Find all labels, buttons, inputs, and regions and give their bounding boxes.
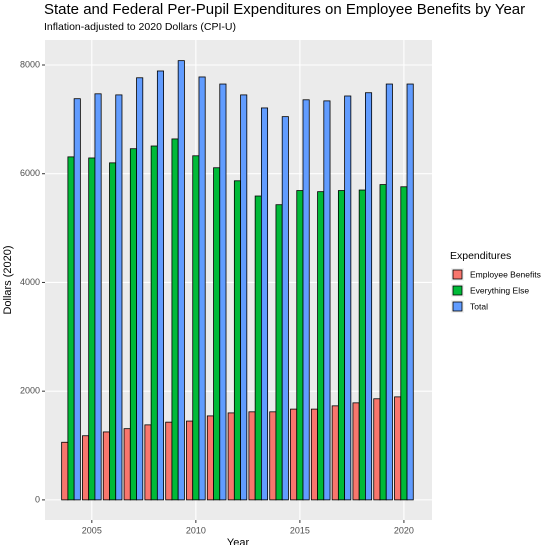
bar [269,411,277,501]
bar [260,107,269,501]
bar [94,93,102,501]
legend-label: Everything Else [470,285,529,295]
legend-swatch [452,301,463,312]
bar [344,95,352,501]
bar [248,411,256,501]
x-tick-label: 2015 [290,525,310,535]
bar [233,180,241,501]
bar [115,94,123,501]
legend-swatch [452,285,463,296]
bar [136,77,144,501]
bar [296,190,304,501]
bar [275,204,283,501]
bar [219,83,227,501]
bar [165,421,173,501]
bar [254,195,262,501]
bar [144,424,152,501]
bar [317,191,325,501]
bar [206,415,214,501]
y-tick-label: 2000 [20,386,40,396]
bar [352,402,360,501]
bar [337,190,346,501]
legend-label: Employee Benefits [470,269,541,279]
bar [123,428,131,501]
legend-title: Expenditures [450,250,511,262]
y-tick-label: 6000 [20,168,40,178]
bar [177,60,185,501]
chart-subtitle: Inflation-adjusted to 2020 Dollars (CPI-… [44,21,236,33]
bar [331,405,339,501]
chart-title: State and Federal Per-Pupil Expenditures… [44,1,525,18]
bar [186,420,194,501]
bar [358,189,366,501]
bar [82,435,90,501]
bar [323,100,331,501]
bar [192,155,200,501]
bar [302,99,310,501]
bar [406,83,414,501]
bar [394,396,402,501]
bar [240,94,248,501]
x-axis-label: Year [227,537,250,545]
y-tick-label: 0 [35,494,40,504]
legend-label: Total [470,301,488,311]
legend-swatch [452,269,463,280]
y-axis-label: Dollars (2020) [2,245,14,314]
bar [227,412,235,501]
x-tick-label: 2020 [394,525,414,535]
bar [365,92,373,501]
x-tick-label: 2010 [186,525,206,535]
bar [156,70,164,501]
bar [198,76,206,501]
bar [385,83,393,501]
bar [213,167,221,501]
bar [88,157,96,501]
bar [379,184,387,501]
bar [290,408,298,501]
bar [73,98,81,501]
bar [400,186,408,501]
bar [373,398,381,501]
bar [102,431,110,501]
y-tick-label: 8000 [20,59,40,69]
bar [171,138,179,501]
x-tick-label: 2005 [82,525,102,535]
bar [61,441,69,501]
bar [109,162,117,501]
bar [310,408,318,501]
bar [129,148,137,501]
bar [67,156,75,501]
bar [281,116,289,501]
y-tick-label: 4000 [20,277,40,287]
bar [150,145,158,501]
